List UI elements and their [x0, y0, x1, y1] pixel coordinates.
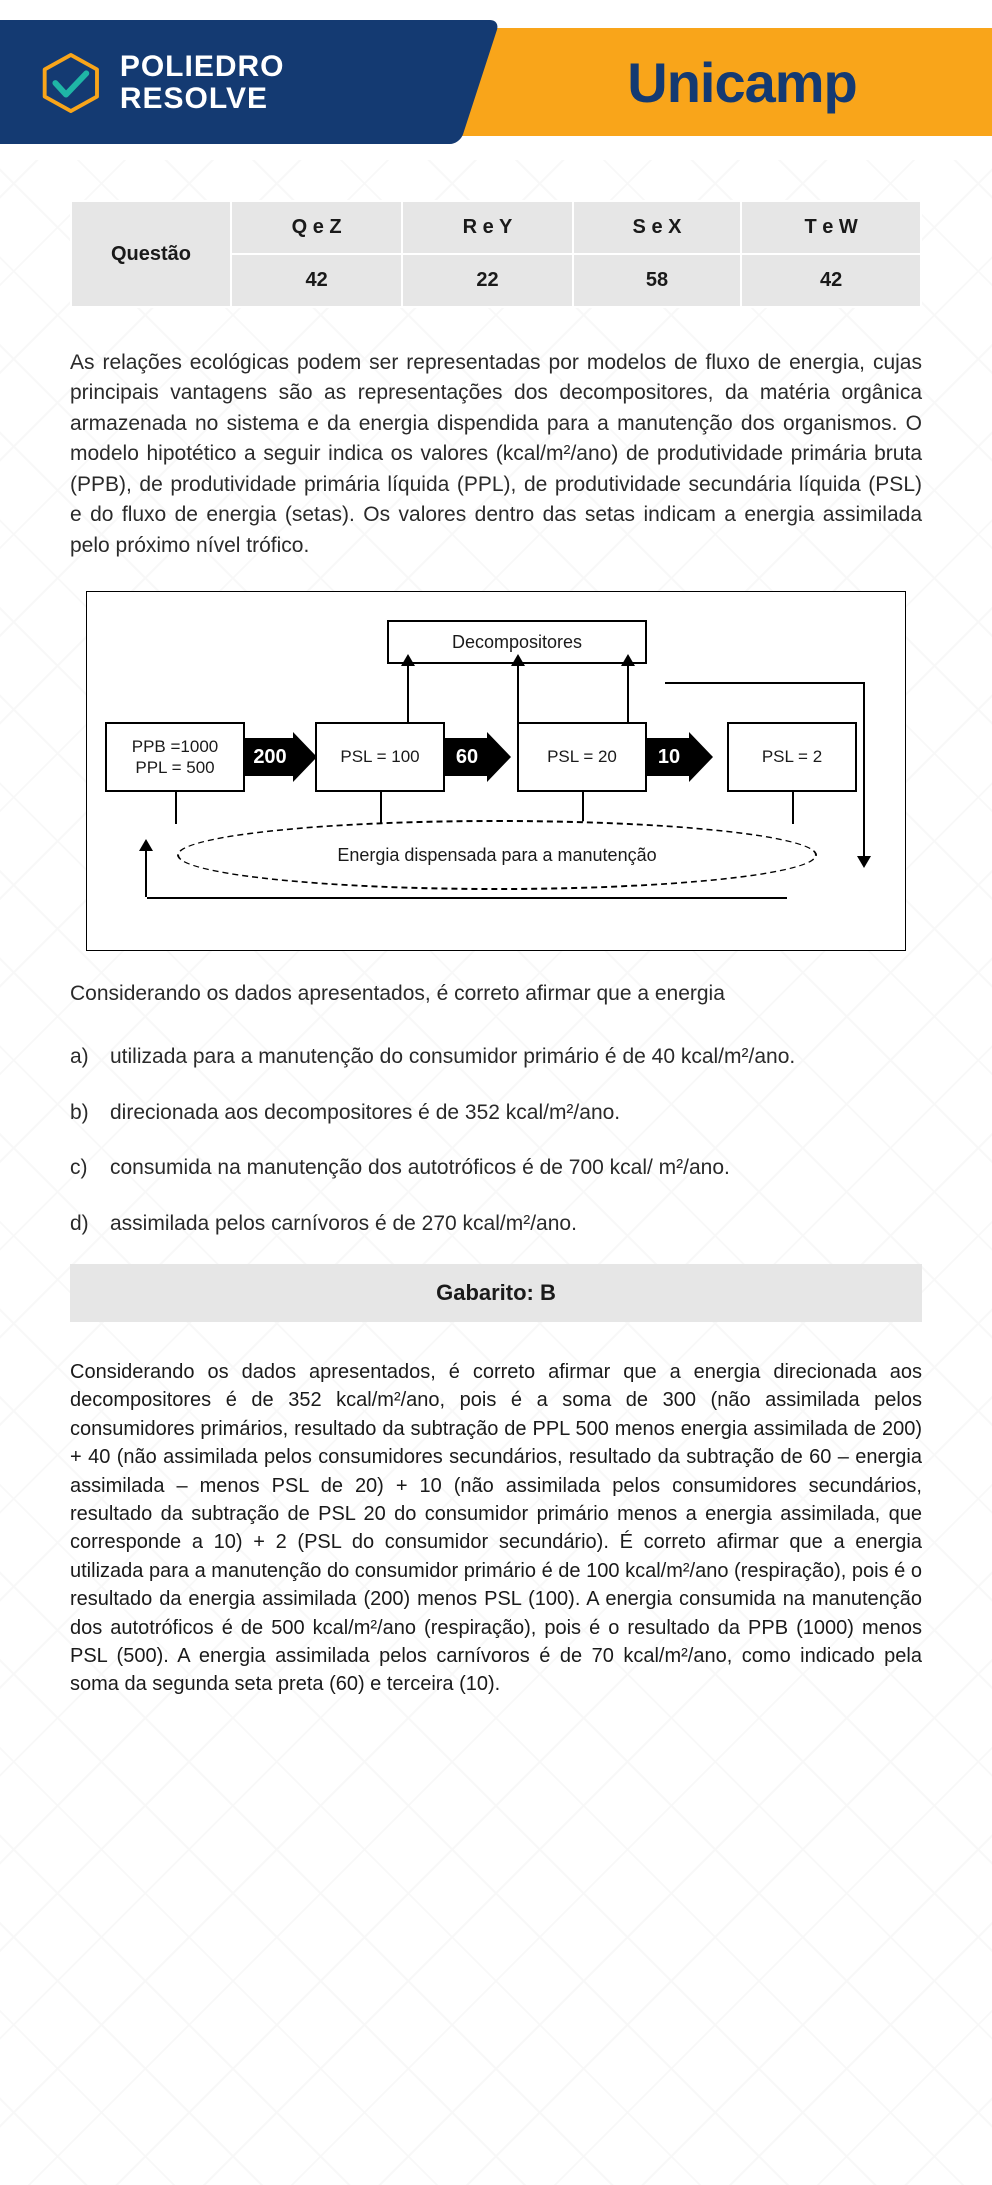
- brand-logo-icon: [40, 51, 102, 113]
- col-value: 42: [231, 254, 402, 307]
- col-header: R e Y: [402, 201, 572, 254]
- flow-value: 10: [658, 746, 680, 769]
- col-value: 22: [402, 254, 572, 307]
- page-wrap: Unicamp POLIEDRO RESOLVE Questão: [0, 0, 992, 1759]
- option-label: b): [70, 1098, 98, 1127]
- col-value: 42: [741, 254, 921, 307]
- option-c: c) consumida na manutenção dos autotrófi…: [70, 1153, 922, 1182]
- option-b: b) direcionada aos decompositores é de 3…: [70, 1098, 922, 1127]
- arrow-up-icon: [627, 664, 629, 722]
- energy-flow-diagram: Decompositores PPB =1000 PPL = 500 200 P…: [86, 591, 906, 951]
- option-text: consumida na manutenção dos autotróficos…: [110, 1153, 730, 1182]
- arrow-down-icon: [380, 792, 382, 824]
- arrow-up-icon: [517, 664, 519, 722]
- page-header: Unicamp POLIEDRO RESOLVE: [0, 0, 992, 170]
- arrow-down-icon: [792, 792, 794, 824]
- answer-key: Gabarito: B: [70, 1264, 922, 1322]
- consumer3-box: PSL = 2: [727, 722, 857, 792]
- producer-box: PPB =1000 PPL = 500: [105, 722, 245, 792]
- consumer1-box: PSL = 100: [315, 722, 445, 792]
- return-arrow-icon: [147, 897, 787, 899]
- option-label: d): [70, 1209, 98, 1238]
- content-area: Questão Q e Z R e Y S e X T e W 42 22 58…: [0, 170, 992, 1759]
- brand-block: POLIEDRO RESOLVE: [40, 51, 285, 114]
- brand-text: POLIEDRO RESOLVE: [120, 51, 285, 114]
- flow-arrow-icon: 60: [445, 738, 489, 776]
- col-header: T e W: [741, 201, 921, 254]
- option-text: assimilada pelos carnívoros é de 270 kca…: [110, 1209, 577, 1238]
- question-prompt: Considerando os dados apresentados, é co…: [70, 979, 922, 1008]
- brand-line2: RESOLVE: [120, 82, 285, 114]
- flow-value: 60: [456, 746, 478, 769]
- header-left-banner: POLIEDRO RESOLVE: [0, 20, 500, 144]
- side-arrow-icon: [863, 682, 865, 862]
- option-text: direcionada aos decompositores é de 352 …: [110, 1098, 620, 1127]
- col-header: S e X: [573, 201, 742, 254]
- ppl-label: PPL = 500: [135, 757, 214, 778]
- exam-name: Unicamp: [507, 50, 857, 115]
- consumer2-box: PSL = 20: [517, 722, 647, 792]
- question-number-table: Questão Q e Z R e Y S e X T e W 42 22 58…: [70, 200, 922, 308]
- flow-value: 200: [253, 746, 286, 769]
- col-header: Q e Z: [231, 201, 402, 254]
- question-stem: As relações ecológicas podem ser represe…: [70, 348, 922, 561]
- option-label: a): [70, 1042, 98, 1071]
- flow-arrow-icon: 10: [647, 738, 691, 776]
- option-d: d) assimilada pelos carnívoros é de 270 …: [70, 1209, 922, 1238]
- maintenance-ellipse: Energia dispensada para a manutenção: [177, 820, 817, 890]
- ppb-label: PPB =1000: [132, 736, 219, 757]
- explanation-text: Considerando os dados apresentados, é co…: [70, 1358, 922, 1699]
- brand-line1: POLIEDRO: [120, 51, 285, 83]
- arrow-down-icon: [175, 792, 177, 824]
- arrow-up-icon: [407, 664, 409, 722]
- option-label: c): [70, 1153, 98, 1182]
- flow-arrow-icon: 200: [245, 738, 295, 776]
- arrow-down-icon: [582, 792, 584, 824]
- col-value: 58: [573, 254, 742, 307]
- option-a: a) utilizada para a manutenção do consum…: [70, 1042, 922, 1071]
- table-row-label: Questão: [71, 201, 231, 307]
- option-text: utilizada para a manutenção do consumido…: [110, 1042, 795, 1071]
